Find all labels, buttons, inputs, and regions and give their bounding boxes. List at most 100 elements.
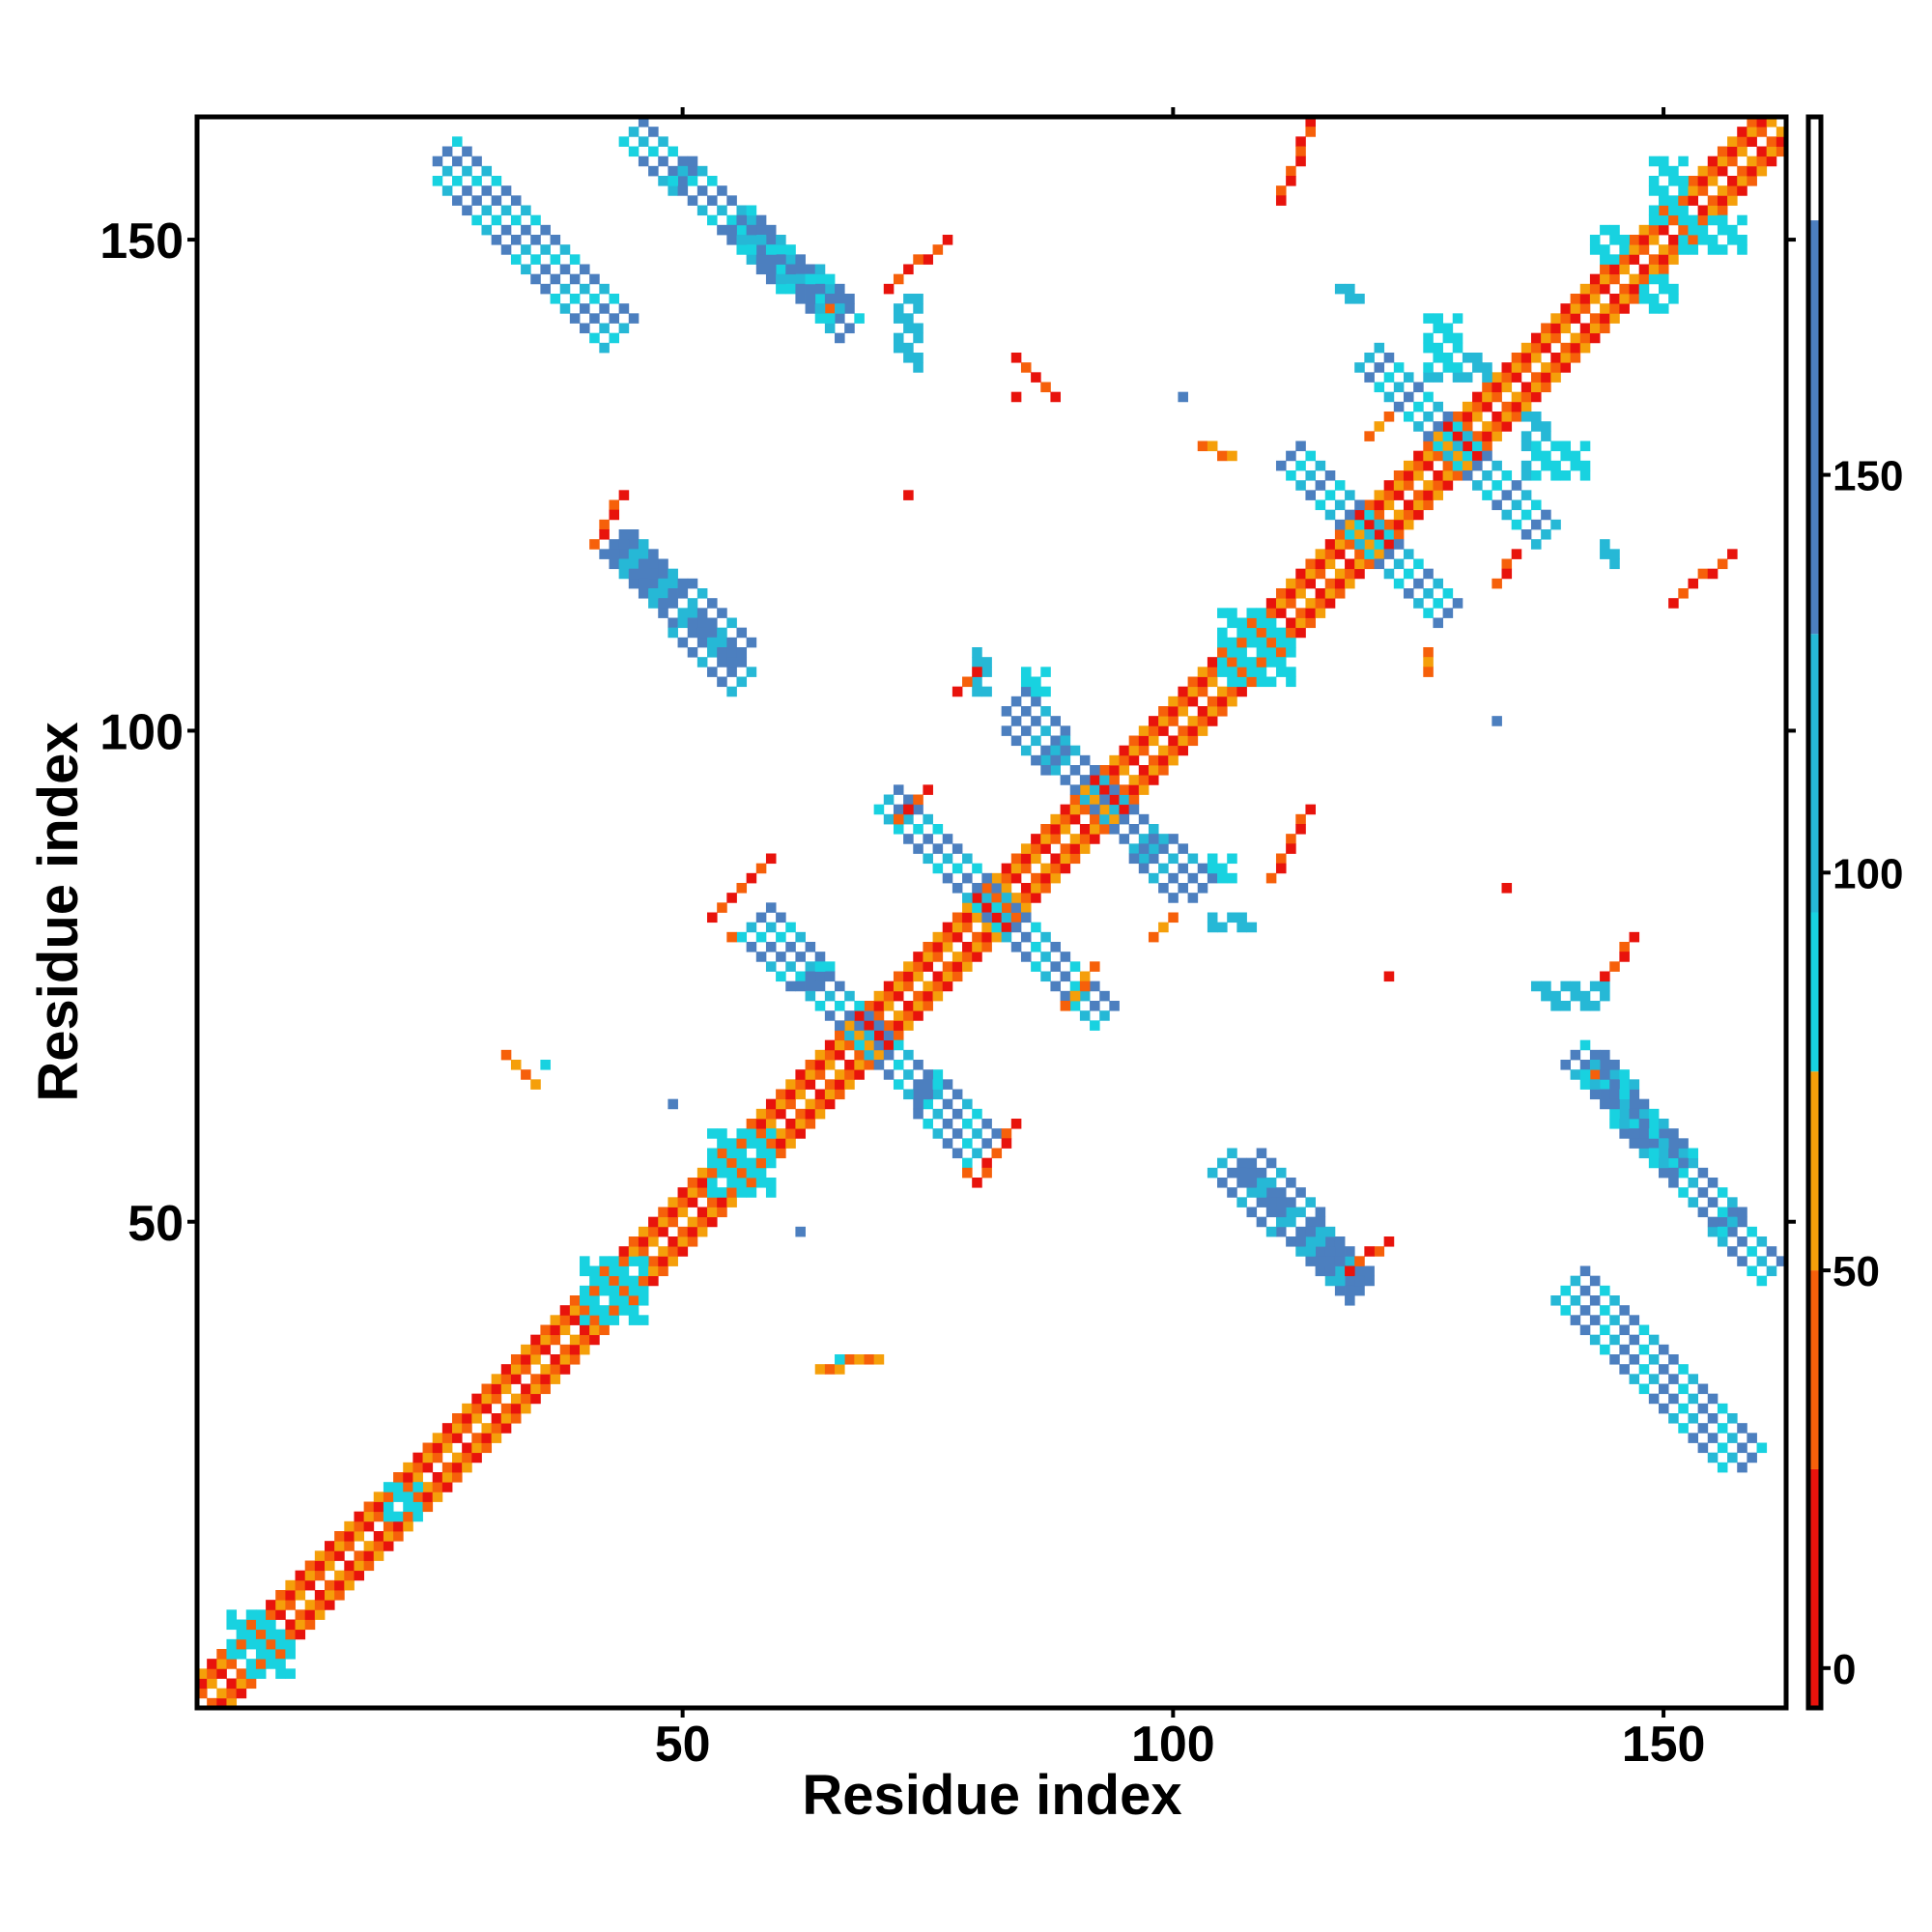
contact-cell [717,1187,727,1198]
contact-cell [932,824,944,835]
contact-cell [207,1659,217,1669]
contact-cell [638,568,649,580]
contact-cell [1168,716,1179,726]
contact-cell [314,1570,326,1581]
contact-cell [746,1128,757,1139]
contact-cell [1099,990,1110,1002]
contact-cell [835,313,845,324]
contact-cell [923,254,933,265]
contact-cell [932,931,944,943]
contact-cell [824,1089,836,1100]
contact-cell [1031,961,1041,972]
contact-cell [1482,372,1492,383]
contact-cell [1678,1167,1689,1179]
contact-cell [1423,362,1434,373]
contact-cell [755,952,767,962]
contact-cell [1462,450,1473,462]
contact-cell [589,1305,600,1316]
contact-cell [1433,313,1443,324]
contact-cell [1589,1089,1601,1100]
contact-cell [1227,686,1237,697]
contact-cell [500,1403,512,1414]
contact-cell [991,883,1003,894]
contact-cell [314,1600,326,1610]
contact-cell [1364,509,1375,521]
contact-cell [275,1659,286,1669]
colorbar-frame [1805,114,1824,1711]
contact-cell [1658,1344,1669,1355]
contact-cell [638,1246,649,1257]
contact-cell [1619,264,1630,275]
contact-cell [325,1590,335,1601]
contact-cell [1383,971,1395,982]
contact-cell [1638,1383,1650,1395]
contact-cell [1658,254,1669,265]
contact-cell [1423,460,1434,471]
contact-cell [1638,273,1650,285]
contact-cell [412,1482,423,1492]
contact-cell [580,1285,590,1296]
contact-cell [521,1403,531,1414]
contact-cell [1609,254,1620,265]
contact-cell [1658,205,1669,216]
contact-cell [559,264,571,275]
contact-cell [835,303,845,314]
contact-cell [864,1020,875,1031]
contact-cell [687,617,698,629]
contact-cell [1364,1275,1375,1287]
contact-cell [1295,627,1306,639]
contact-cell [1589,273,1601,285]
contact-cell [776,283,786,295]
contact-cell [942,980,953,992]
contact-cell [462,185,472,196]
contact-cell [1648,176,1660,186]
contact-cell [952,863,963,874]
contact-cell [1403,509,1414,521]
contact-cell [589,1315,600,1325]
contact-cell [726,667,737,677]
contact-cell [1658,224,1669,236]
contact-cell [1541,509,1551,521]
contact-cell [726,1197,737,1208]
contact-cell [580,283,590,295]
contact-cell [824,1364,836,1375]
contact-cell [648,1275,659,1287]
contact-cell [432,1492,443,1502]
contact-cell [1010,872,1022,884]
contact-cell [814,952,826,962]
contact-cell [1530,372,1542,383]
contact-cell [1060,725,1071,736]
contact-cell [510,195,522,206]
contact-cell [1442,440,1454,452]
contact-cell [1413,421,1424,432]
contact-cell [1246,1187,1258,1198]
contact-cell [1001,706,1012,717]
contact-cell [1472,480,1483,491]
contact-cell [393,1492,404,1502]
contact-cell [903,804,914,815]
contact-cell [1060,775,1071,785]
contact-cell [1001,931,1012,943]
contact-cell [1148,716,1159,726]
contact-cell [903,794,914,806]
contact-cell [1345,509,1355,521]
contact-cell [1236,1167,1247,1179]
colorbar-tick-label: 100 [1833,850,1903,897]
contact-cell [1541,529,1551,540]
contact-cell [403,1472,413,1483]
contact-cell [1275,460,1287,471]
contact-cell [1138,853,1150,865]
contact-cell [1178,686,1188,697]
contact-cell [707,1167,718,1179]
contact-cell [795,1119,806,1129]
contact-cell [1462,431,1473,441]
contact-cell [334,1531,345,1542]
contact-cell [1579,1039,1591,1051]
contact-cell [962,922,973,933]
contact-cell [1648,303,1660,314]
contact-cell [1050,961,1061,972]
contact-cell [1090,784,1100,795]
contact-cell [295,1609,306,1620]
contact-cell [1550,990,1561,1002]
contact-cell [1433,342,1443,354]
